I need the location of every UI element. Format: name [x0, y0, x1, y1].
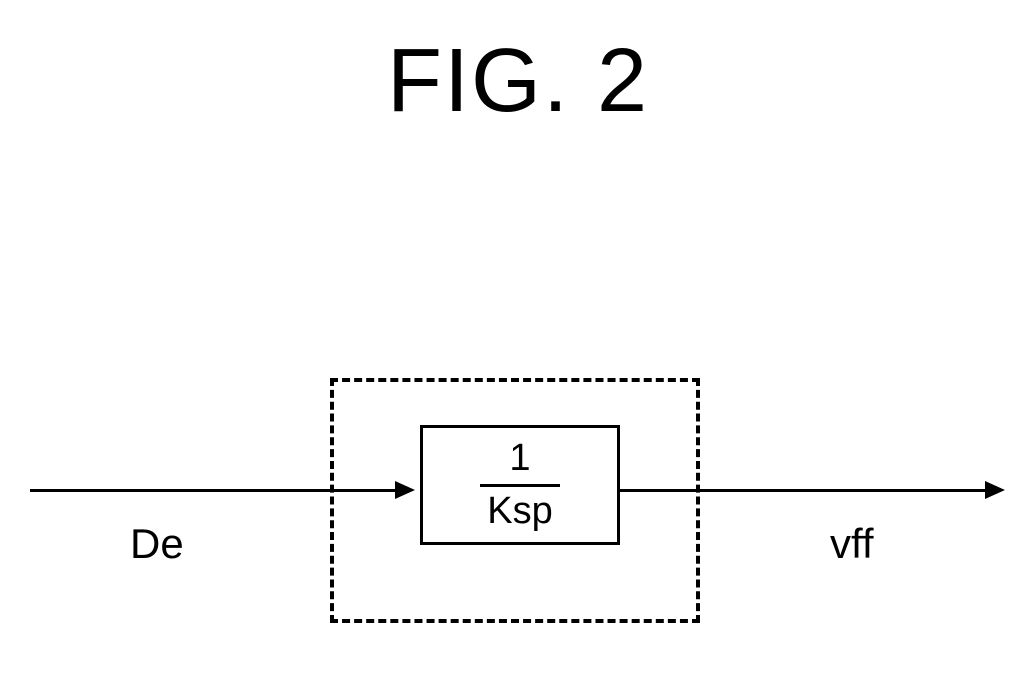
output-arrow-head [985, 481, 1005, 499]
input-label: De [130, 520, 184, 568]
output-arrow-line [620, 489, 1000, 492]
fraction-numerator: 1 [509, 438, 530, 480]
fraction: 1 Ksp [480, 438, 560, 533]
fraction-bar [480, 484, 560, 487]
transfer-block: 1 Ksp [420, 425, 620, 545]
figure-title: FIG. 2 [0, 30, 1036, 133]
output-label: vff [830, 520, 874, 568]
fraction-denominator: Ksp [487, 491, 552, 533]
block-diagram: 1 Ksp De vff [0, 360, 1036, 660]
